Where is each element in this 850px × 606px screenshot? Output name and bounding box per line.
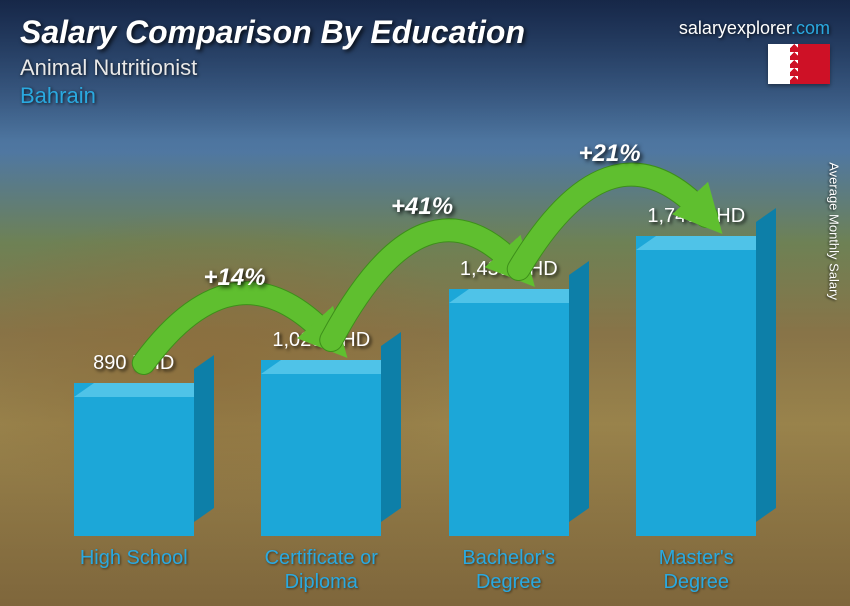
- bar-front-face: [261, 360, 381, 536]
- brand-logo: salaryexplorer.com: [679, 18, 830, 39]
- bar-3d: [74, 383, 194, 536]
- bar-front-face: [74, 383, 194, 536]
- bar-side-face: [194, 355, 214, 522]
- y-axis-label: Average Monthly Salary: [827, 162, 842, 300]
- bar-label: Bachelor'sDegree: [462, 546, 555, 594]
- bar-label: Master'sDegree: [659, 546, 734, 594]
- brand-tld: .com: [791, 18, 830, 38]
- bar-side-face: [756, 208, 776, 522]
- brand-name: salaryexplorer: [679, 18, 791, 38]
- bar-label: High School: [80, 546, 188, 594]
- bar-3d: [636, 236, 756, 536]
- bar-top-face: [74, 383, 214, 397]
- bar-value: 1,740 BHD: [647, 205, 745, 228]
- page-title: Salary Comparison By Education: [20, 14, 525, 51]
- bar-group: 1,430 BHD Bachelor'sDegree: [423, 258, 596, 594]
- bar-value: 1,430 BHD: [460, 258, 558, 281]
- bar-chart: 890 BHD High School 1,020 BHD Certificat…: [40, 94, 790, 594]
- bar-value: 890 BHD: [93, 352, 174, 375]
- country-flag: [768, 44, 830, 84]
- bar-side-face: [569, 261, 589, 522]
- bar-label: Certificate orDiploma: [265, 546, 378, 594]
- bar-top-face: [449, 289, 589, 303]
- bar-3d: [449, 289, 569, 536]
- bar-group: 890 BHD High School: [48, 352, 221, 594]
- bar-side-face: [381, 332, 401, 522]
- bar-front-face: [636, 236, 756, 536]
- bar-value: 1,020 BHD: [272, 329, 370, 352]
- flag-white-part: [768, 44, 790, 84]
- subtitle: Animal Nutritionist: [20, 55, 525, 81]
- increase-label: +41%: [391, 193, 453, 221]
- bar-3d: [261, 360, 381, 536]
- increase-label: +21%: [579, 140, 641, 168]
- increase-label: +14%: [204, 264, 266, 292]
- bar-front-face: [449, 289, 569, 536]
- bar-group: 1,020 BHD Certificate orDiploma: [235, 329, 408, 594]
- bar-group: 1,740 BHD Master'sDegree: [610, 205, 783, 594]
